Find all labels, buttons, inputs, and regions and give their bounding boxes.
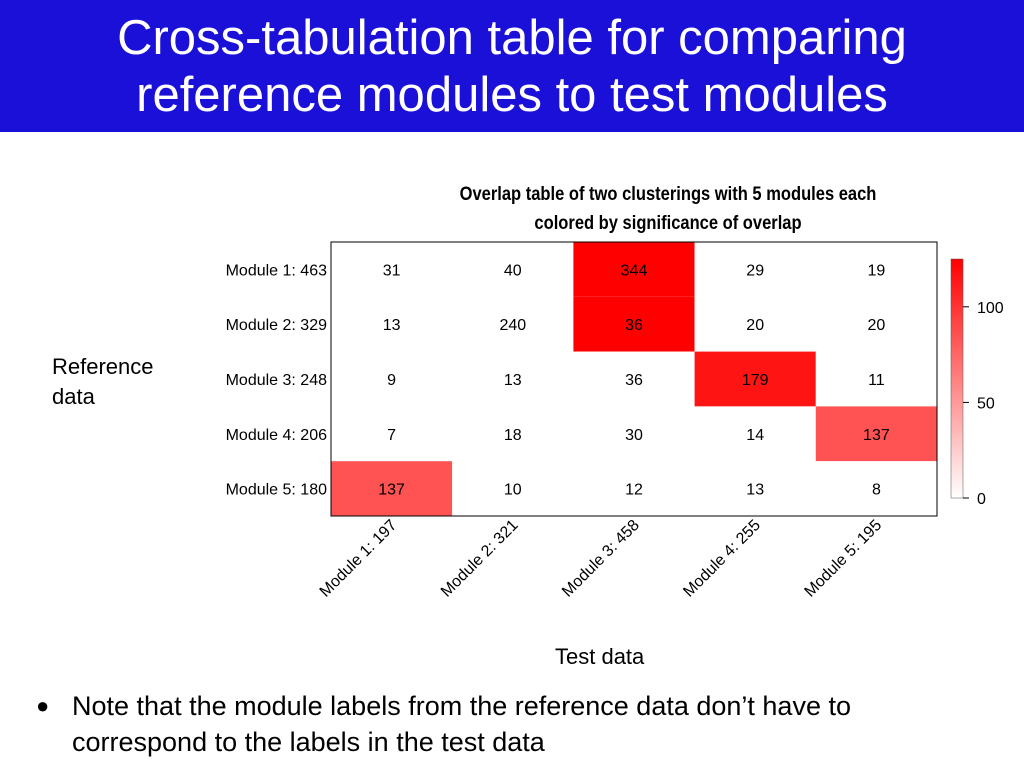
cell-value-label: 12 — [625, 482, 643, 499]
heatmap-cell — [331, 351, 453, 407]
heatmap-cell — [573, 351, 695, 407]
heatmap-cell-labels: 31 40 344 29 19 13 240 36 20 20 9 13 36 179 11 7 18 30 14 1… — [378, 262, 890, 498]
colorbar-tick-label: 100 — [977, 300, 1004, 317]
heatmap-cell — [815, 296, 937, 352]
heatmap-cell — [815, 351, 937, 407]
reference-data-label-line-2: data — [52, 384, 95, 409]
heatmap-cell — [694, 461, 816, 516]
row-tick-label: Module 4: 206 — [226, 427, 328, 444]
title-bar: Cross-tabulation table for comparing ref… — [0, 0, 1024, 132]
heatmap-cell — [573, 461, 695, 516]
cell-value-label: 30 — [625, 427, 643, 444]
heatmap-cell — [331, 461, 453, 516]
cell-value-label: 19 — [868, 262, 886, 279]
cell-value-label: 8 — [872, 482, 881, 499]
cell-value-label: 20 — [746, 317, 764, 334]
row-tick-label: Module 1: 463 — [226, 262, 328, 279]
cell-value-label: 20 — [868, 317, 886, 334]
cell-value-label: 13 — [746, 482, 764, 499]
reference-data-label-line-1: Reference — [52, 354, 154, 379]
cell-value-label: 240 — [499, 317, 526, 334]
cell-value-label: 36 — [625, 372, 643, 389]
cell-value-label: 40 — [504, 262, 522, 279]
bullet-note-text: Note that the module labels from the ref… — [72, 691, 851, 757]
colorbar-gradient — [950, 258, 964, 499]
row-tick-label: Module 5: 180 — [226, 482, 328, 499]
heatmap-cell — [573, 242, 695, 297]
cell-value-label: 9 — [387, 372, 396, 389]
heatmap-cell — [815, 242, 937, 297]
cell-value-label: 31 — [383, 262, 401, 279]
colorbar-tick-label: 0 — [977, 491, 986, 508]
bullet-dot-icon: ● — [36, 693, 50, 718]
heatmap-cell — [331, 296, 453, 352]
row-labels: Module 1: 463 Module 2: 329 Module 3: 248 M… — [226, 262, 328, 498]
row-tick-label: Module 3: 248 — [226, 372, 328, 389]
cell-value-label: 11 — [868, 372, 885, 389]
heatmap-cell — [452, 461, 574, 516]
heatmap-cell — [573, 406, 695, 462]
slide-title-line-2: reference modules to test modules — [136, 68, 888, 122]
cell-value-label: 18 — [504, 427, 522, 444]
column-tick-label: Module 5: 195 — [802, 517, 886, 601]
cell-value-label: 13 — [383, 317, 401, 334]
cell-value-label: 13 — [504, 372, 522, 389]
cell-value-label: 10 — [504, 482, 522, 499]
heatmap-cell — [815, 461, 937, 516]
heatmap-cell — [452, 406, 574, 462]
row-tick-label: Module 2: 329 — [226, 317, 328, 334]
heatmap-cell — [573, 296, 695, 352]
cell-value-label: 137 — [378, 482, 405, 499]
plot-frame — [330, 241, 938, 517]
cell-value-label: 14 — [746, 427, 764, 444]
column-tick-label: Module 1: 197 — [317, 517, 401, 601]
colorbar-tick-label: 50 — [977, 395, 995, 412]
heatmap-cell — [815, 406, 937, 462]
heatmap-cell — [694, 351, 816, 407]
cell-value-label: 7 — [387, 427, 396, 444]
heatmap-cell — [452, 242, 574, 297]
colorbar: 0 50 100 — [950, 258, 1004, 508]
heatmap-cell — [452, 296, 574, 352]
column-tick-label: Module 2: 321 — [438, 517, 522, 601]
cell-value-label: 344 — [621, 262, 648, 279]
test-data-label: Test data — [555, 644, 645, 669]
cell-value-label: 29 — [746, 262, 764, 279]
reference-data-label: Reference data — [52, 352, 154, 412]
column-tick-label: Module 4: 255 — [680, 517, 764, 601]
chart-title-line-2: colored by significance of overlap — [534, 212, 801, 233]
heatmap-cell — [694, 406, 816, 462]
column-labels: Module 1: 197 Module 2: 321 Module 3: 458 M… — [317, 517, 886, 601]
heatmap-cell — [452, 351, 574, 407]
heatmap-cells — [331, 242, 937, 516]
cell-value-label: 36 — [625, 317, 643, 334]
cell-value-label: 137 — [863, 427, 890, 444]
heatmap-cell — [694, 242, 816, 297]
chart-title-line-1: Overlap table of two clusterings with 5 … — [460, 183, 877, 204]
heatmap-cell — [331, 406, 453, 462]
heatmap-cell — [331, 242, 453, 297]
heatmap-cell — [694, 296, 816, 352]
column-tick-label: Module 3: 458 — [559, 517, 643, 601]
slide-title-line-1: Cross-tabulation table for comparing — [117, 11, 907, 65]
cell-value-label: 179 — [742, 372, 769, 389]
